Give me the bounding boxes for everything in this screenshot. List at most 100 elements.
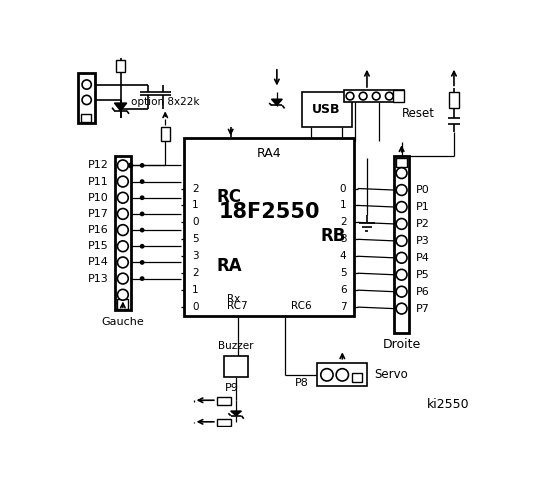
Text: RA4: RA4	[257, 147, 281, 160]
Circle shape	[346, 92, 354, 100]
Circle shape	[82, 80, 91, 89]
Text: P13: P13	[88, 274, 109, 284]
Circle shape	[372, 92, 380, 100]
Circle shape	[140, 245, 144, 248]
Text: 0: 0	[192, 302, 199, 312]
Text: P2: P2	[415, 219, 429, 229]
Text: P9: P9	[225, 383, 239, 393]
Text: 5: 5	[192, 234, 199, 244]
Text: P12: P12	[88, 160, 109, 170]
Circle shape	[385, 92, 393, 100]
Circle shape	[117, 225, 128, 236]
Text: P7: P7	[415, 304, 429, 313]
Text: 1: 1	[192, 201, 199, 210]
Circle shape	[396, 303, 407, 314]
Circle shape	[359, 92, 367, 100]
Text: 0: 0	[192, 217, 199, 228]
Text: 3: 3	[192, 251, 199, 261]
Circle shape	[396, 236, 407, 246]
Bar	[217, 397, 231, 405]
Text: P4: P4	[415, 253, 429, 263]
Circle shape	[140, 277, 144, 280]
Text: Buzzer: Buzzer	[218, 341, 254, 351]
Bar	[116, 60, 125, 72]
Text: 18F2550: 18F2550	[218, 202, 320, 222]
Text: RA: RA	[217, 257, 242, 275]
Bar	[352, 372, 362, 382]
Bar	[224, 356, 248, 377]
Text: P10: P10	[88, 193, 109, 203]
Circle shape	[140, 164, 144, 167]
Circle shape	[117, 176, 128, 187]
Text: RC: RC	[217, 188, 242, 206]
Text: P1: P1	[415, 202, 429, 212]
Text: P0: P0	[415, 185, 429, 195]
Text: P8: P8	[295, 378, 309, 388]
Circle shape	[321, 369, 333, 381]
Circle shape	[117, 192, 128, 203]
Circle shape	[396, 286, 407, 297]
Bar	[396, 158, 407, 167]
Text: Reset: Reset	[401, 107, 435, 120]
Bar	[185, 138, 354, 315]
Text: P11: P11	[88, 177, 109, 187]
Bar	[160, 127, 170, 141]
Bar	[217, 419, 231, 426]
Text: Rx: Rx	[227, 294, 240, 304]
Circle shape	[396, 218, 407, 229]
Bar	[81, 114, 91, 121]
Text: 0: 0	[340, 183, 346, 193]
Text: P17: P17	[88, 209, 109, 219]
Text: ki2550: ki2550	[426, 397, 469, 410]
Polygon shape	[231, 411, 242, 416]
Text: P5: P5	[415, 270, 429, 280]
Text: 2: 2	[340, 217, 346, 228]
Text: 2: 2	[192, 183, 199, 193]
Circle shape	[396, 185, 407, 195]
Text: P14: P14	[88, 257, 109, 267]
Text: 2: 2	[192, 268, 199, 278]
Bar	[394, 156, 409, 333]
Circle shape	[396, 269, 407, 280]
Circle shape	[140, 196, 144, 199]
Polygon shape	[114, 103, 127, 111]
Circle shape	[117, 241, 128, 252]
Circle shape	[82, 96, 91, 105]
Text: RC7: RC7	[227, 301, 247, 312]
Bar	[301, 92, 352, 127]
Bar	[117, 300, 128, 309]
Circle shape	[396, 252, 407, 263]
Polygon shape	[272, 99, 282, 105]
Text: 4: 4	[340, 251, 346, 261]
Text: RC6: RC6	[291, 301, 311, 312]
Bar	[317, 363, 367, 386]
Text: RB: RB	[321, 227, 346, 245]
Circle shape	[140, 228, 144, 232]
Circle shape	[117, 257, 128, 268]
Bar	[78, 73, 95, 123]
Text: 7: 7	[340, 302, 346, 312]
Text: P6: P6	[415, 287, 429, 297]
Bar	[450, 92, 458, 108]
Circle shape	[336, 369, 348, 381]
Text: 1: 1	[192, 285, 199, 295]
Circle shape	[396, 202, 407, 212]
Text: 3: 3	[340, 234, 346, 244]
Text: P15: P15	[88, 241, 109, 251]
Text: Gauche: Gauche	[102, 317, 144, 327]
Circle shape	[117, 273, 128, 284]
Text: 5: 5	[340, 268, 346, 278]
Bar	[344, 90, 404, 102]
Circle shape	[117, 208, 128, 219]
Text: option 8x22k: option 8x22k	[131, 97, 200, 107]
Text: Droite: Droite	[383, 338, 421, 351]
Text: P3: P3	[415, 236, 429, 246]
Circle shape	[140, 212, 144, 216]
Circle shape	[129, 164, 133, 168]
Circle shape	[117, 289, 128, 300]
Bar	[393, 90, 404, 102]
Circle shape	[396, 168, 407, 179]
Circle shape	[117, 160, 128, 171]
Text: Servo: Servo	[375, 368, 409, 381]
Text: 1: 1	[340, 201, 346, 210]
